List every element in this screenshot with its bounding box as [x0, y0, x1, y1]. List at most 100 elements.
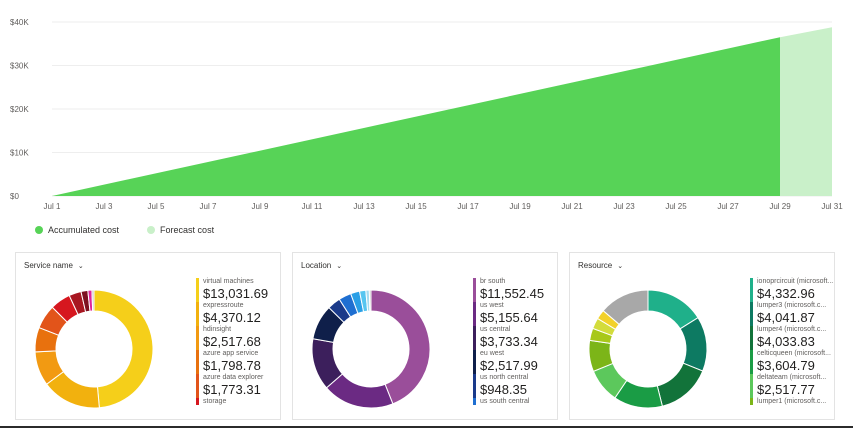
- x-tick-label: Jul 7: [200, 202, 217, 211]
- location-list-item[interactable]: us north central $948.35: [473, 373, 557, 398]
- x-tick-label: Jul 11: [302, 202, 323, 211]
- service-slice-10[interactable]: [91, 289, 95, 312]
- legend-forecast-cost[interactable]: Forecast cost: [147, 225, 214, 235]
- service-item-label: expressroute: [203, 302, 244, 309]
- service-list-item[interactable]: azure data explorer $1,773.31: [196, 373, 280, 398]
- service-item-label: azure app service: [203, 350, 259, 357]
- location-item-label: us west: [480, 302, 504, 309]
- forecast-legend-swatch: [147, 226, 156, 234]
- resource-item-label: ionoprcircuit (microsoft...: [757, 278, 834, 285]
- location-slice-10[interactable]: [368, 289, 372, 312]
- x-tick-label: Jul 23: [613, 202, 635, 211]
- resource-item-label: deltateam (microsoft...: [757, 374, 827, 381]
- chevron-down-icon: ⌄: [617, 262, 624, 270]
- chevron-down-icon: ⌄: [336, 262, 343, 270]
- y-tick-label: $10K: [10, 149, 29, 158]
- service-list-item[interactable]: storage: [196, 397, 280, 406]
- location-list-item[interactable]: eu west $2,517.99: [473, 349, 557, 374]
- service-item-label: virtual machines: [203, 278, 254, 285]
- forecast-cost-area[interactable]: [780, 27, 832, 196]
- service-name-dropdown[interactable]: Service name ⌄: [24, 261, 84, 270]
- location-color-swatch: [473, 302, 476, 326]
- resource-list-item[interactable]: lumper1 (microsoft.c...: [750, 397, 834, 406]
- service-list-item[interactable]: expressroute $4,370.12: [196, 301, 280, 326]
- service-color-swatch: [196, 350, 199, 374]
- location-list-item[interactable]: us central $3,733.34: [473, 325, 557, 350]
- location-list-item[interactable]: us west $5,155.64: [473, 301, 557, 326]
- service-item-value: $13,031.69: [203, 286, 269, 301]
- service-color-swatch: [196, 398, 199, 405]
- location-color-swatch: [473, 278, 476, 302]
- service-item-label: hdinsight: [203, 326, 232, 333]
- location-item-label: us central: [480, 326, 511, 333]
- location-color-swatch: [473, 350, 476, 374]
- service-item-label: storage: [203, 398, 227, 405]
- location-slice-1[interactable]: [370, 289, 431, 405]
- resource-list-item[interactable]: lumper3 (microsoft.c... $4,041.87: [750, 301, 834, 326]
- location-item-label: br south: [480, 278, 506, 285]
- service-color-swatch: [196, 278, 199, 302]
- service-name-donut: [34, 289, 154, 409]
- service-name-title: Service name: [24, 261, 73, 270]
- resource-item-label: lumper4 (microsoft.c...: [757, 326, 827, 333]
- accumulated-cost-area[interactable]: [52, 37, 780, 196]
- resource-color-swatch: [750, 326, 753, 350]
- chevron-down-icon: ⌄: [77, 262, 84, 270]
- x-tick-label: Jul 25: [665, 202, 687, 211]
- x-tick-label: Jul 13: [353, 202, 375, 211]
- y-tick-label: $20K: [10, 105, 29, 114]
- service-list-item[interactable]: hdinsight $2,517.68: [196, 325, 280, 350]
- location-list-item[interactable]: us south central: [473, 397, 557, 406]
- x-tick-label: Jul 15: [405, 202, 427, 211]
- service-item-value: $2,517.68: [203, 334, 261, 349]
- x-tick-label: Jul 27: [717, 202, 739, 211]
- resource-item-value: $3,604.79: [757, 358, 815, 373]
- resource-color-swatch: [750, 278, 753, 302]
- resource-item-label: celticqueen (microsoft...: [757, 350, 831, 357]
- location-item-value: $5,155.64: [480, 310, 538, 325]
- resource-color-swatch: [750, 398, 753, 405]
- resource-item-label: lumper1 (microsoft.c...: [757, 398, 827, 405]
- service-list-item[interactable]: virtual machines $13,031.69: [196, 277, 280, 302]
- location-list-item[interactable]: br south $11,552.45: [473, 277, 557, 302]
- x-tick-label: Jul 21: [561, 202, 583, 211]
- service-list-item[interactable]: azure app service $1,798.78: [196, 349, 280, 374]
- resource-slice-3[interactable]: [656, 362, 704, 407]
- service-item-value: $4,370.12: [203, 310, 261, 325]
- accumulated-cost-area-chart: $0 $10K $20K $30K $40K Jul 1 Jul 3 Jul 5 Jul 7 Ju…: [10, 18, 843, 211]
- resource-color-swatch: [750, 374, 753, 398]
- resource-color-swatch: [750, 302, 753, 326]
- x-tick-label: Jul 3: [96, 202, 113, 211]
- location-item-value: $2,517.99: [480, 358, 538, 373]
- x-tick-label: Jul 17: [457, 202, 479, 211]
- service-item-value: $1,773.31: [203, 382, 261, 397]
- bottom-divider: [0, 426, 853, 428]
- resource-title: Resource: [578, 261, 613, 270]
- location-card: Location ⌄ br south $11,552.45 us west $5,1…: [292, 252, 558, 420]
- x-tick-label: Jul 5: [148, 202, 165, 211]
- resource-item-value: $4,332.96: [757, 286, 815, 301]
- x-tick-label: Jul 19: [509, 202, 531, 211]
- location-color-swatch: [473, 398, 476, 405]
- resource-list-item[interactable]: deltateam (microsoft... $2,517.77: [750, 373, 834, 398]
- location-dropdown[interactable]: Location ⌄: [301, 261, 342, 270]
- service-color-swatch: [196, 374, 199, 398]
- resource-slice-10[interactable]: [602, 289, 649, 326]
- resource-dropdown[interactable]: Resource ⌄: [578, 261, 623, 270]
- service-slice-1[interactable]: [93, 289, 154, 409]
- resource-list-item[interactable]: lumper4 (microsoft.c... $4,033.83: [750, 325, 834, 350]
- resource-list-item[interactable]: ionoprcircuit (microsoft... $4,332.96: [750, 277, 834, 302]
- legend-forecast-label: Forecast cost: [160, 225, 215, 235]
- x-tick-label: Jul 29: [769, 202, 791, 211]
- area-chart-legend: Accumulated cost Forecast cost: [35, 225, 214, 235]
- resource-item-value: $2,517.77: [757, 382, 815, 397]
- location-list: br south $11,552.45 us west $5,155.64 us cen…: [473, 277, 557, 406]
- resource-item-label: lumper3 (microsoft.c...: [757, 302, 827, 309]
- resource-list-item[interactable]: celticqueen (microsoft... $3,604.79: [750, 349, 834, 374]
- y-tick-label: $40K: [10, 18, 29, 27]
- legend-accumulated-cost[interactable]: Accumulated cost: [35, 225, 119, 235]
- x-tick-label: Jul 31: [821, 202, 843, 211]
- service-item-label: azure data explorer: [203, 374, 264, 381]
- location-item-label: us south central: [480, 398, 530, 405]
- location-item-value: $11,552.45: [480, 286, 545, 301]
